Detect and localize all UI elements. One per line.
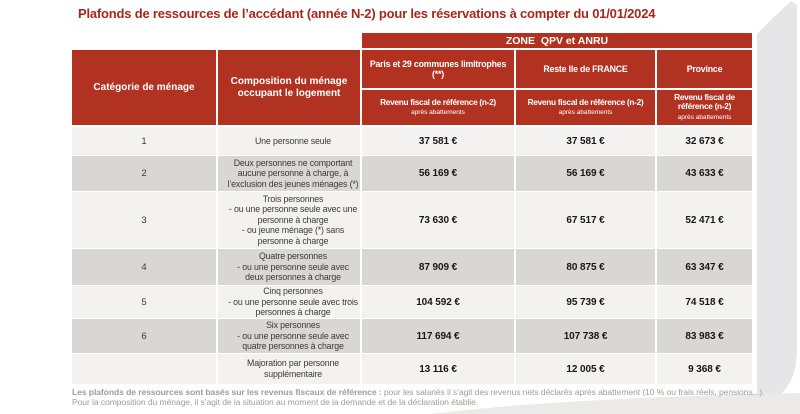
page-title: Plafonds de ressources de l’accédant (an… bbox=[78, 6, 656, 21]
composition-line: Six personnes bbox=[266, 320, 320, 331]
table-body: 1 Une personne seule 37 581 € 37 581 € 3… bbox=[72, 127, 752, 384]
value-cell-paris: 56 169 € bbox=[362, 156, 514, 191]
table-row: 3 Trois personnes - ou une personne seule… bbox=[72, 192, 752, 248]
value-cell-reste-idf: 107 738 € bbox=[516, 319, 655, 353]
composition-cell: Deux personnes ne comportant aucune perso… bbox=[218, 156, 360, 191]
footer-note-clipped: Pour la composition du ménage, il s’agit… bbox=[72, 396, 479, 407]
swoosh-decoration bbox=[430, 393, 800, 414]
table-row: Majoration par personne supplémentaire 13… bbox=[72, 354, 752, 384]
composition-line: Une personne seule bbox=[254, 135, 332, 146]
revenu-fiscal-label: Revenu fiscal de référence (n-2) bbox=[527, 96, 644, 107]
composition-line: quatre personnes à charge bbox=[242, 341, 344, 352]
value-cell-paris: 37 581 € bbox=[362, 127, 514, 155]
ribbon-decoration bbox=[757, 1, 797, 402]
composition-cell: Six personnes - ou une personne seule ave… bbox=[218, 319, 360, 353]
value-cell-reste-idf: 56 169 € bbox=[516, 156, 655, 191]
composition-line: Majoration par personne bbox=[247, 358, 339, 369]
col-header-province: Province Revenu fiscal de référence (n-2… bbox=[657, 50, 752, 125]
table-row: 2 Deux personnes ne comportant aucune per… bbox=[72, 156, 752, 191]
value-cell-province: 52 471 € bbox=[657, 192, 752, 248]
composition-cell: Cinq personnes - ou une personne seule av… bbox=[218, 286, 360, 318]
composition-line: - ou une personne seule avec bbox=[237, 330, 349, 341]
value-cell-province: 43 633 € bbox=[657, 156, 752, 191]
value-cell-reste-idf: 80 875 € bbox=[516, 249, 655, 285]
value-cell-province: 74 518 € bbox=[657, 286, 752, 318]
composition-line: Deux personnes ne comportant bbox=[233, 157, 353, 168]
value-cell-paris: 104 592 € bbox=[362, 286, 514, 318]
composition-cell: Majoration par personne supplémentaire bbox=[218, 354, 360, 384]
composition-cell: Quatre personnes - ou une personne seule … bbox=[218, 249, 360, 285]
composition-line: Quatre personnes bbox=[258, 251, 328, 262]
table-row: 4 Quatre personnes - ou une personne seul… bbox=[72, 249, 752, 285]
zone-col-sub: Revenu fiscal de référence (n-2) après a… bbox=[362, 90, 514, 125]
zone-col-sub: Revenu fiscal de référence (n-2) après a… bbox=[516, 90, 655, 125]
zone-col-name: Reste Ile de FRANCE bbox=[516, 50, 655, 88]
value-cell-province: 63 347 € bbox=[657, 249, 752, 285]
zone-qpv-anru-header: ZONE QPV et ANRU bbox=[362, 33, 752, 48]
composition-line: personnes à charge bbox=[255, 307, 331, 318]
value-cell-reste-idf: 12 005 € bbox=[516, 354, 655, 384]
composition-line: aucune personne à charge, à bbox=[237, 168, 349, 179]
col-header-composition: Composition du ménage occupant le logeme… bbox=[218, 50, 360, 125]
value-cell-province: 83 983 € bbox=[657, 319, 752, 353]
composition-line: deux personnes à charge bbox=[245, 272, 341, 283]
category-cell bbox=[72, 354, 216, 384]
table-row: 6 Six personnes - ou une personne seule a… bbox=[72, 319, 752, 353]
zone-col-sub: Revenu fiscal de référence (n-2) après a… bbox=[657, 90, 752, 125]
category-cell: 6 bbox=[72, 319, 216, 353]
category-cell: 5 bbox=[72, 286, 216, 318]
composition-line: - ou une personne seule avec bbox=[237, 261, 349, 272]
footer-note-bold: Les plafonds de ressources sont basés su… bbox=[72, 387, 382, 397]
composition-line: personne à charge bbox=[257, 214, 329, 225]
composition-line: l’exclusion des jeunes ménages (*) bbox=[227, 178, 359, 189]
category-cell: 1 bbox=[72, 127, 216, 155]
category-cell: 3 bbox=[72, 192, 216, 248]
table-header-row: Catégorie de ménage Composition du ménag… bbox=[72, 50, 752, 125]
value-cell-reste-idf: 67 517 € bbox=[516, 192, 655, 248]
col-header-categorie: Catégorie de ménage bbox=[72, 50, 216, 125]
category-cell: 4 bbox=[72, 249, 216, 285]
zone-col-name: Paris et 29 communes limitrophes (**) bbox=[362, 50, 514, 88]
value-cell-reste-idf: 95 739 € bbox=[516, 286, 655, 318]
value-cell-province: 9 368 € bbox=[657, 354, 752, 384]
value-cell-province: 32 673 € bbox=[657, 127, 752, 155]
composition-line: Trois personnes bbox=[262, 193, 324, 204]
apres-abattements-label: après abattements bbox=[411, 109, 465, 116]
composition-line: - ou une personne seule avec une bbox=[228, 204, 358, 215]
category-cell: 2 bbox=[72, 156, 216, 191]
revenu-fiscal-label: Revenu fiscal de référence (n-2) bbox=[380, 96, 496, 107]
apres-abattements-label: après abattements bbox=[558, 109, 613, 116]
composition-cell: Une personne seule bbox=[218, 127, 360, 155]
apres-abattements-label: après abattements bbox=[677, 113, 732, 121]
footer-notes: Les plafonds de ressources sont basés su… bbox=[72, 387, 780, 407]
value-cell-paris: 73 630 € bbox=[362, 192, 514, 248]
footer-note-regular: pour les salariés il s’agit des revenus … bbox=[383, 387, 765, 397]
composition-line: supplémentaire bbox=[263, 369, 323, 379]
composition-line: - ou une personne seule avec trois bbox=[228, 296, 358, 307]
value-cell-reste-idf: 37 581 € bbox=[516, 127, 655, 155]
col-header-reste-idf: Reste Ile de FRANCE Revenu fiscal de réf… bbox=[516, 50, 655, 125]
col-header-paris: Paris et 29 communes limitrophes (**) Re… bbox=[362, 50, 514, 125]
value-cell-paris: 13 116 € bbox=[362, 354, 514, 384]
composition-cell: Trois personnes - ou une personne seule a… bbox=[218, 192, 360, 248]
zone-col-name: Province bbox=[657, 50, 752, 88]
composition-line: personne à charge bbox=[257, 235, 329, 246]
revenu-fiscal-label: Revenu fiscal de référence (n-2) bbox=[674, 91, 735, 112]
composition-line: Cinq personnes bbox=[263, 286, 323, 297]
value-cell-paris: 87 909 € bbox=[362, 249, 514, 285]
value-cell-paris: 117 694 € bbox=[362, 319, 514, 353]
table-row: 5 Cinq personnes - ou une personne seule … bbox=[72, 286, 752, 318]
composition-line: - ou jeune ménage (*) sans bbox=[241, 225, 345, 236]
table-row: 1 Une personne seule 37 581 € 37 581 € 3… bbox=[72, 127, 752, 155]
plafonds-table: ZONE QPV et ANRU Catégorie de ménage Com… bbox=[72, 33, 752, 384]
